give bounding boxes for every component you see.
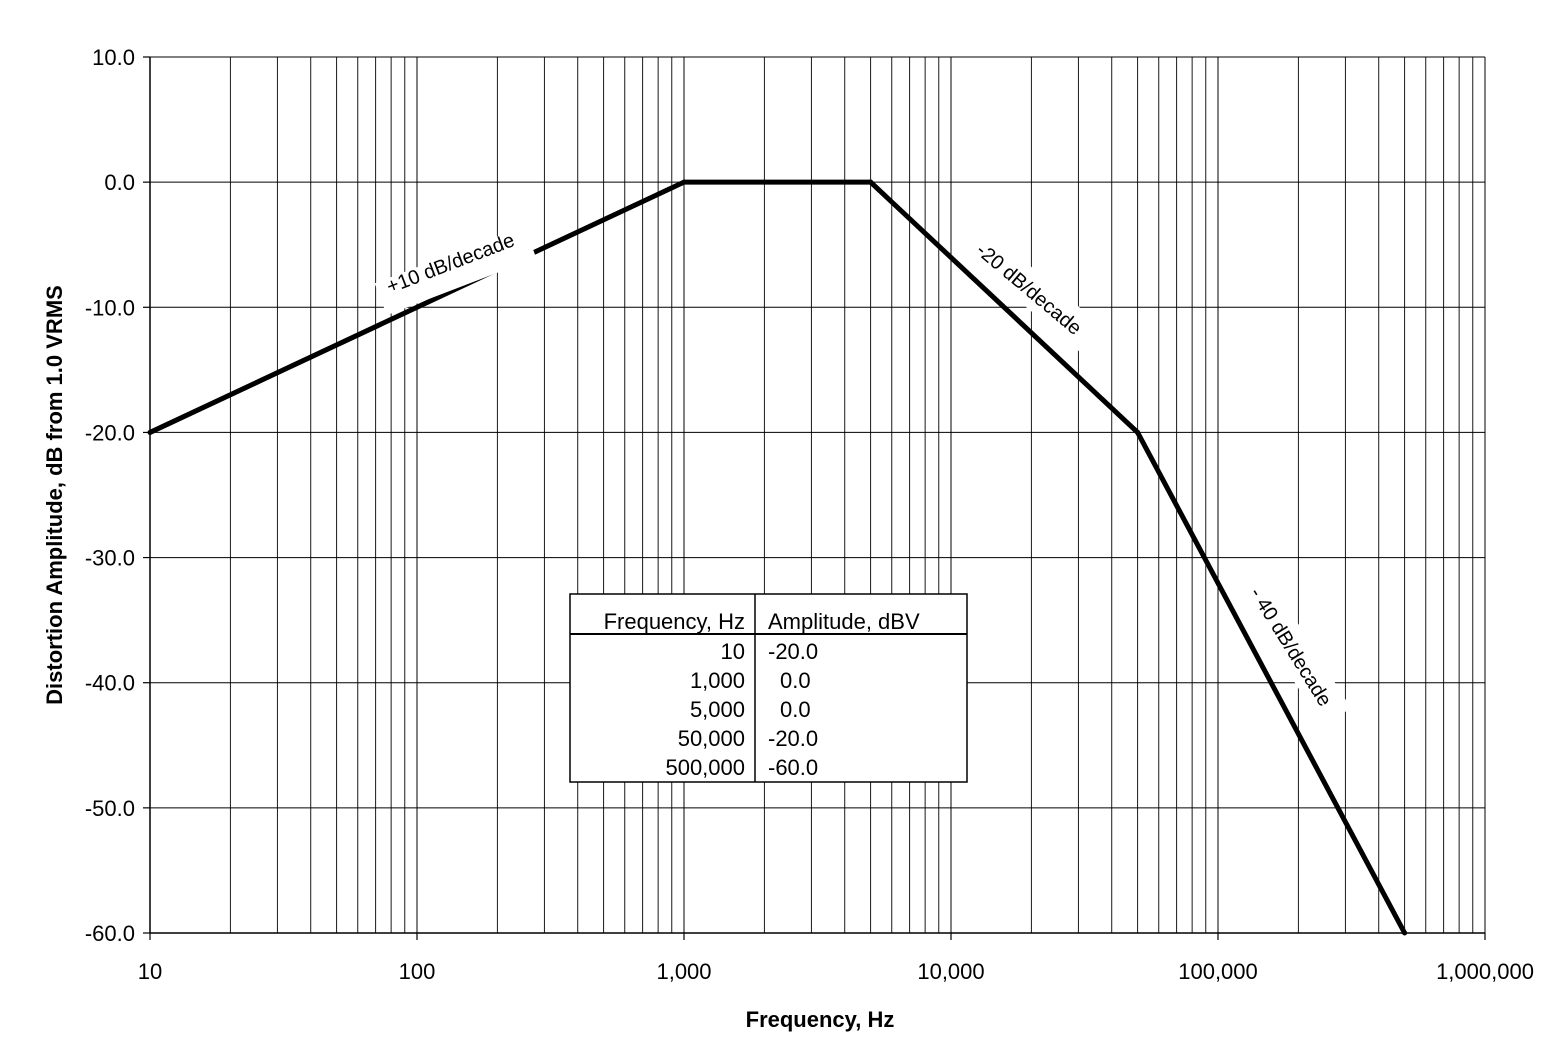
x-tick-labels: 10 100 1,000 10,000 100,000 1,000,000 [138,959,1534,984]
data-point [868,179,874,185]
table-cell-amplitude: 0.0 [780,668,811,693]
table-cell-frequency: 50,000 [678,726,745,751]
y-tick-label: -30.0 [85,546,135,571]
table-rows: 10 -20.0 1,000 0.0 5,000 0.0 50,000 -20.0 500,00… [665,639,818,780]
table-cell-frequency: 1,000 [690,668,745,693]
y-tick-label: -60.0 [85,921,135,946]
y-tick-label: 10.0 [92,45,135,70]
x-tick-label: 100,000 [1178,959,1258,984]
table-cell-frequency: 10 [721,639,745,664]
y-tick-labels: 10.0 0.0 -10.0 -20.0 -30.0 -40.0 -50.0 -60.0 [85,45,135,946]
x-tick-label: 10 [138,959,162,984]
data-point [1135,429,1141,435]
y-tick-label: 0.0 [104,170,135,195]
x-tick-label: 10,000 [917,959,984,984]
table-cell-amplitude: -60.0 [768,755,818,780]
data-table: Frequency, Hz Amplitude, dBV 10 -20.0 1,00… [569,593,968,783]
plot-border [143,56,1486,940]
y-tick-label: -40.0 [85,671,135,696]
data-point [681,179,687,185]
table-cell-frequency: 500,000 [665,755,745,780]
grid [149,56,1486,934]
y-tick-label: -20.0 [85,420,135,445]
y-axis-title: Distortion Amplitude, dB from 1.0 VRMS [42,285,67,705]
table-cell-frequency: 5,000 [690,697,745,722]
y-tick-label: -50.0 [85,796,135,821]
x-tick-label: 100 [399,959,436,984]
x-axis-title: Frequency, Hz [746,1007,895,1032]
table-cell-amplitude: -20.0 [768,639,818,664]
table-header-amplitude: Amplitude, dBV [768,609,920,634]
table-cell-amplitude: 0.0 [780,697,811,722]
x-tick-label: 1,000 [656,959,711,984]
table-cell-amplitude: -20.0 [768,726,818,751]
data-point [147,429,153,435]
data-point [1402,930,1408,936]
table-frame [569,593,968,783]
table-header-frequency: Frequency, Hz [604,609,745,634]
y-tick-label: -10.0 [85,295,135,320]
x-tick-label: 1,000,000 [1436,959,1534,984]
